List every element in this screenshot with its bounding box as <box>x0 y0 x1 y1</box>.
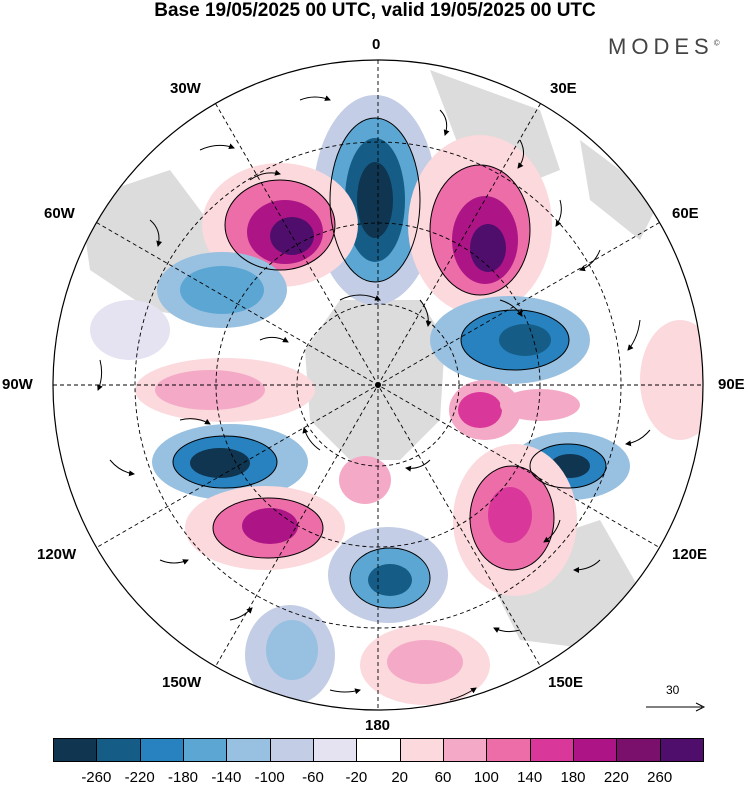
label-90w: 90W <box>2 376 33 393</box>
label-30w: 30W <box>170 80 201 97</box>
label-120w: 120W <box>37 546 77 563</box>
pole-marker <box>375 382 381 388</box>
colorbar-swatch <box>226 738 271 762</box>
colorbar-swatch <box>356 738 401 762</box>
label-120e: 120E <box>672 546 708 563</box>
brand-text: MODES <box>608 34 714 59</box>
colorbar-swatch <box>96 738 141 762</box>
reference-arrow-icon <box>646 702 706 712</box>
colorbar-tick-label: -180 <box>167 769 199 786</box>
colorbar-swatch <box>269 738 314 762</box>
colorbar-swatch <box>529 738 574 762</box>
map-border <box>52 59 704 711</box>
colorbar-swatch <box>443 738 488 762</box>
colorbar-tick-label: -260 <box>81 769 112 786</box>
colorbar-tick-label: 220 <box>603 769 629 786</box>
reference-vector-label: 30 <box>666 683 680 697</box>
colorbar-swatch <box>313 738 358 762</box>
copyright-mark: © <box>713 38 720 48</box>
label-0: 0 <box>372 36 381 53</box>
colorbar-tick-label: -220 <box>124 769 155 786</box>
label-180: 180 <box>365 717 391 734</box>
colorbar-tick-label: 100 <box>473 769 499 786</box>
anomaly-field <box>90 95 703 705</box>
reference-vector: 30 <box>644 683 708 723</box>
contours <box>172 117 607 609</box>
colorbar-tick-label: 60 <box>434 769 452 786</box>
map-title: Base 19/05/2025 00 UTC, valid 19/05/2025… <box>154 0 596 21</box>
colorbar-swatch <box>573 738 618 762</box>
label-90e: 90E <box>718 376 745 393</box>
colorbar-tick-label: 260 <box>647 769 673 786</box>
colorbar-tick-label: -140 <box>211 769 242 786</box>
colorbar-swatch <box>53 738 98 762</box>
label-60e: 60E <box>672 205 699 222</box>
colorbar-swatch <box>659 738 704 762</box>
colorbar-tick-label: -100 <box>254 769 285 786</box>
colorbar: -260 -220 -180 -140 -100 -60 -20 20 60 100 140 180 2… <box>53 738 704 786</box>
polar-map <box>52 59 704 711</box>
colorbar-swatch <box>616 738 661 762</box>
colorbar-tick-label: -60 <box>302 769 324 786</box>
label-150w: 150W <box>162 674 202 691</box>
colorbar-swatch <box>399 738 444 762</box>
label-60w: 60W <box>44 205 75 222</box>
colorbar-tick-label: 140 <box>517 769 543 786</box>
colorbar-tick-label: -20 <box>345 769 368 786</box>
modes-logo: MODES© <box>608 34 720 60</box>
colorbar-swatch <box>139 738 184 762</box>
colorbar-tick-label: 20 <box>391 769 408 786</box>
wind-vectors <box>97 95 651 701</box>
label-150e: 150E <box>548 674 584 691</box>
label-30e: 30E <box>550 80 577 97</box>
colorbar-tick-label: 180 <box>560 769 586 786</box>
colorbar-swatch <box>486 738 531 762</box>
colorbar-swatch <box>183 738 228 762</box>
